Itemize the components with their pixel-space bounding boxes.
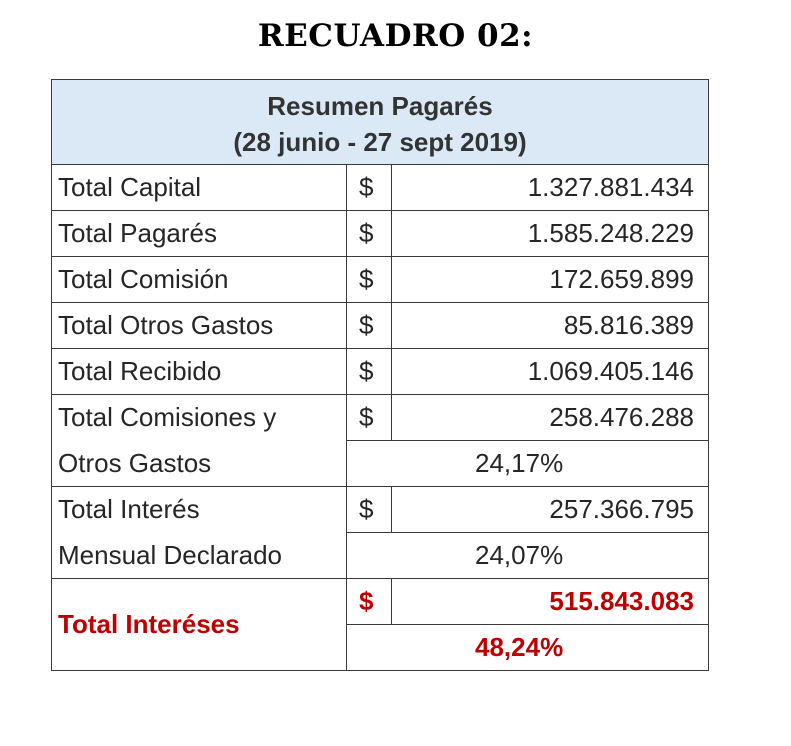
- table-row: Total Comisión $ 172.659.899: [51, 256, 709, 303]
- currency-symbol: $: [346, 348, 392, 395]
- row-amount: 258.476.288: [391, 394, 709, 441]
- row-percent: 24,07%: [346, 532, 709, 579]
- total-intereses-amount: 515.843.083: [391, 578, 709, 625]
- row-label: Total Comisión: [51, 256, 347, 303]
- document-title: RECUADRO 02:: [257, 18, 534, 54]
- currency-symbol: $: [346, 578, 392, 625]
- table-row: Total Recibido $ 1.069.405.146: [51, 348, 709, 395]
- row-label: Total Pagarés: [51, 210, 347, 257]
- row-amount: 1.069.405.146: [391, 348, 709, 395]
- currency-symbol: $: [346, 486, 392, 533]
- table-header-row: Resumen Pagarés (28 junio - 27 sept 2019…: [51, 79, 709, 165]
- table-row-intereses-total-percent: 48,24%: [52, 624, 709, 671]
- row-label: Total Recibido: [51, 348, 347, 395]
- row-amount: 172.659.899: [391, 256, 709, 303]
- row-label-continued: Mensual Declarado: [51, 532, 347, 579]
- total-intereses-percent: 48,24%: [346, 624, 709, 671]
- row-label: Total Interés: [51, 486, 347, 533]
- row-label: Total Otros Gastos: [51, 302, 347, 349]
- row-amount: 257.366.795: [391, 486, 709, 533]
- row-label: Total Comisiones y: [51, 394, 347, 441]
- currency-symbol: $: [346, 164, 392, 211]
- table-row-comisiones-percent: Otros Gastos 24,17%: [51, 440, 709, 487]
- currency-symbol: $: [346, 210, 392, 257]
- table-row-comisiones: Total Comisiones y $ 258.476.288: [51, 394, 709, 441]
- table-row: Total Capital $ 1.327.881.434: [51, 164, 709, 211]
- table-row-intereses-total: Total Interéses $ 515.843.083: [51, 578, 709, 671]
- table-row: Total Otros Gastos $ 85.816.389: [51, 302, 709, 349]
- row-label: Total Capital: [51, 164, 347, 211]
- header-period: (28 junio - 27 sept 2019): [233, 127, 527, 157]
- header-title: Resumen Pagarés: [267, 91, 493, 121]
- row-amount: 85.816.389: [391, 302, 709, 349]
- currency-symbol: $: [346, 394, 392, 441]
- row-amount: 1.585.248.229: [391, 210, 709, 257]
- table-header: Resumen Pagarés (28 junio - 27 sept 2019…: [51, 79, 709, 165]
- row-amount: 1.327.881.434: [391, 164, 709, 211]
- total-intereses-label: Total Interéses: [51, 578, 347, 671]
- summary-table: Resumen Pagarés (28 junio - 27 sept 2019…: [51, 79, 709, 671]
- row-label-continued: Otros Gastos: [51, 440, 347, 487]
- currency-symbol: $: [346, 302, 392, 349]
- row-percent: 24,17%: [346, 440, 709, 487]
- currency-symbol: $: [346, 256, 392, 303]
- table-row: Total Pagarés $ 1.585.248.229: [51, 210, 709, 257]
- table-row-interes-mensual-percent: Mensual Declarado 24,07%: [51, 532, 709, 579]
- table-row-interes-mensual: Total Interés $ 257.366.795: [51, 486, 709, 533]
